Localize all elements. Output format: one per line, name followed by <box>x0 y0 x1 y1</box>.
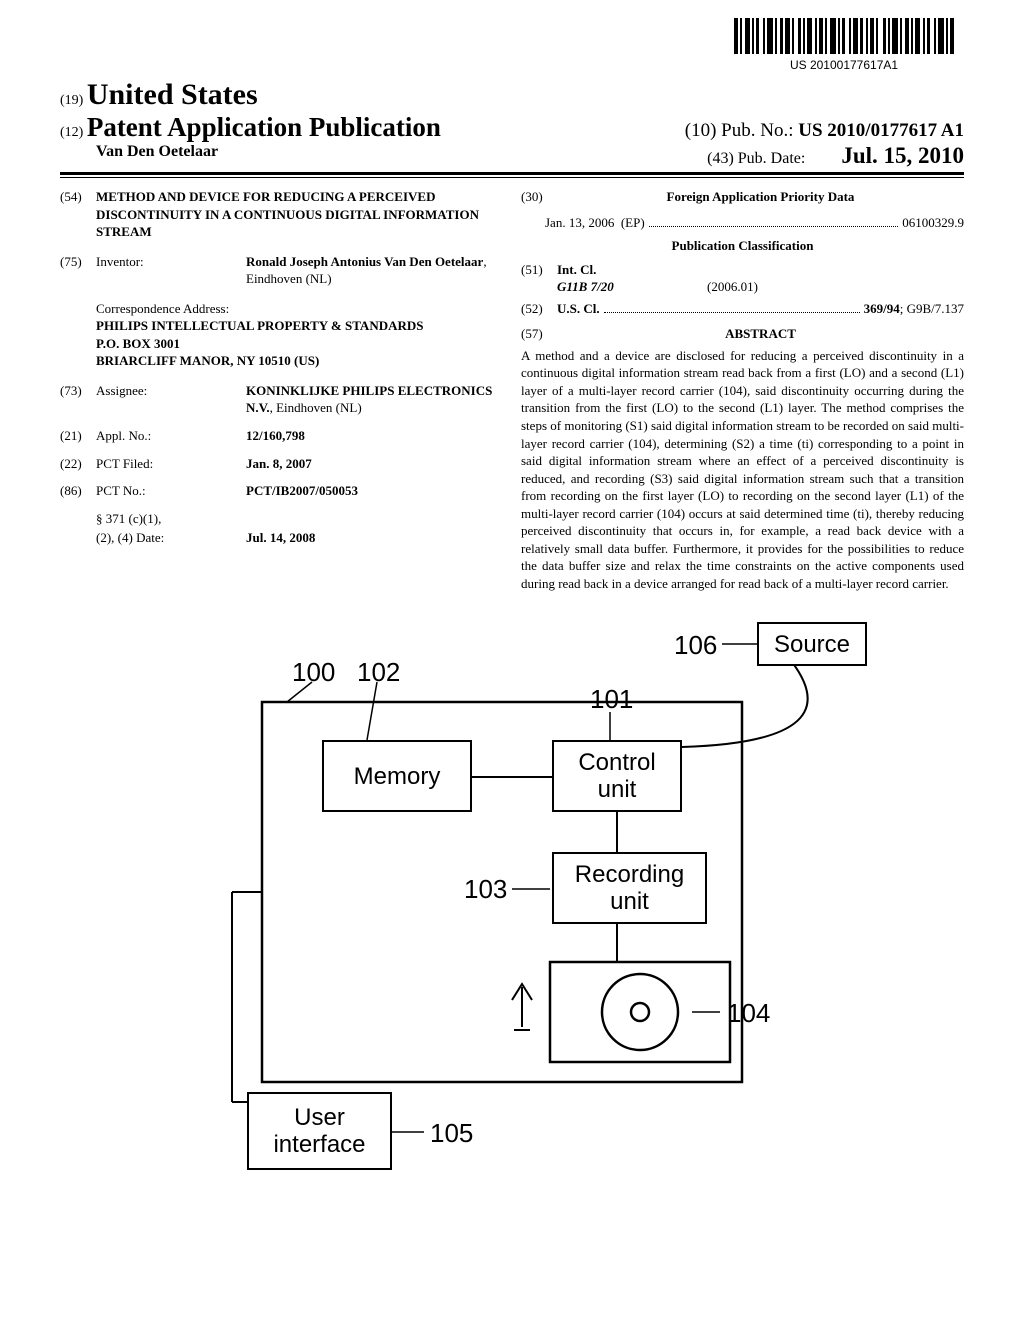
fig-node-control: Control unit <box>552 740 682 812</box>
correspondence-label: Correspondence Address: <box>96 300 503 318</box>
pct-filed-date: Jan. 8, 2007 <box>246 456 312 471</box>
fig-node-ui-label: User interface <box>273 1104 365 1159</box>
fig-node-memory: Memory <box>322 740 472 812</box>
fig-node-memory-label: Memory <box>354 763 441 791</box>
inventor-label: Inventor: <box>96 253 246 288</box>
pub-no: US 2010/0177617 A1 <box>798 120 964 141</box>
pub-no-label: Pub. No.: <box>721 120 793 141</box>
appl-no-label: Appl. No.: <box>96 427 246 445</box>
fig-node-control-label: Control unit <box>578 749 655 804</box>
fig-ref-105: 105 <box>430 1118 473 1149</box>
inid-19: (19) <box>60 93 83 108</box>
int-cl-year: (2006.01) <box>707 278 758 296</box>
s371-label: § 371 (c)(1), <box>96 510 246 528</box>
dot-leader-icon <box>649 215 899 227</box>
country-name: United States <box>87 78 258 111</box>
inid-52: (52) <box>521 300 557 318</box>
fig-ref-100: 100 <box>292 657 335 688</box>
correspondence-block: Correspondence Address: PHILIPS INTELLEC… <box>96 300 503 370</box>
s371-date-label: (2), (4) Date: <box>96 529 246 547</box>
fig-node-ui: User interface <box>247 1092 392 1170</box>
biblio-columns: (54) METHOD AND DEVICE FOR REDUCING A PE… <box>60 188 964 592</box>
barcode-number: US 20100177617A1 <box>734 58 954 72</box>
assignee-label: Assignee: <box>96 382 246 417</box>
int-cl-code: G11B 7/20 <box>557 279 614 294</box>
us-cl-label: U.S. Cl. <box>557 300 600 318</box>
inid-12: (12) <box>60 125 83 140</box>
inid-73: (73) <box>60 382 96 417</box>
dot-leader-icon <box>604 301 860 313</box>
us-cl-rest: ; G9B/7.137 <box>900 300 964 318</box>
figure-1: Source Memory Control unit Recording uni… <box>152 622 872 1182</box>
us-cl-main: 369/94 <box>864 300 900 318</box>
foreign-app-number: 06100329.9 <box>902 214 964 232</box>
barcode-region: US 20100177617A1 <box>734 18 954 72</box>
inid-21: (21) <box>60 427 96 445</box>
inid-51: (51) <box>521 261 557 279</box>
pct-no-label: PCT No.: <box>96 482 246 500</box>
fig-ref-104: 104 <box>727 998 770 1029</box>
fig-node-recording-label: Recording unit <box>575 861 684 916</box>
inid-86: (86) <box>60 482 96 500</box>
fig-ref-102: 102 <box>357 657 400 688</box>
correspondence-line-1: PHILIPS INTELLECTUAL PROPERTY & STANDARD… <box>96 318 424 333</box>
doc-type: Patent Application Publication <box>87 112 441 142</box>
fig-node-source: Source <box>757 622 867 666</box>
divider-thin <box>60 177 964 178</box>
correspondence-line-3: BRIARCLIFF MANOR, NY 10510 (US) <box>96 353 319 368</box>
inid-43: (43) <box>707 150 734 167</box>
pub-classification-head: Publication Classification <box>521 237 964 255</box>
inid-54: (54) <box>60 188 96 241</box>
fig-node-source-label: Source <box>774 631 850 659</box>
inid-22: (22) <box>60 455 96 473</box>
inventor-name: Ronald Joseph Antonius Van Den Oetelaar <box>246 254 483 269</box>
pct-no: PCT/IB2007/050053 <box>246 483 358 498</box>
inid-30: (30) <box>521 188 557 206</box>
inid-57: (57) <box>521 325 557 343</box>
foreign-priority-head: Foreign Application Priority Data <box>667 189 855 204</box>
pct-filed-label: PCT Filed: <box>96 455 246 473</box>
fig-node-recording: Recording unit <box>552 852 707 924</box>
barcode-icon <box>734 18 954 54</box>
abstract-text: A method and a device are disclosed for … <box>521 347 964 593</box>
divider-thick <box>60 172 964 175</box>
author-name: Van Den Oetelaar <box>96 143 218 169</box>
page-header: (19) United States (12) Patent Applicati… <box>60 78 964 169</box>
int-cl-label: Int. Cl. <box>557 262 596 277</box>
abstract-head: ABSTRACT <box>725 326 796 341</box>
right-column: (30) Foreign Application Priority Data J… <box>521 188 964 592</box>
fig-ref-101: 101 <box>590 684 633 715</box>
assignee-location: , Eindhoven (NL) <box>270 400 362 415</box>
left-column: (54) METHOD AND DEVICE FOR REDUCING A PE… <box>60 188 503 592</box>
inid-75: (75) <box>60 253 96 288</box>
pub-date-label: Pub. Date: <box>738 150 806 167</box>
inid-10: (10) <box>685 120 717 141</box>
appl-no: 12/160,798 <box>246 428 305 443</box>
invention-title: METHOD AND DEVICE FOR REDUCING A PERCEIV… <box>96 188 503 241</box>
pub-date: Jul. 15, 2010 <box>841 143 964 168</box>
foreign-country: (EP) <box>621 214 645 232</box>
s371-date: Jul. 14, 2008 <box>246 530 315 545</box>
fig-ref-106: 106 <box>674 630 717 661</box>
correspondence-line-2: P.O. BOX 3001 <box>96 336 180 351</box>
fig-ref-103: 103 <box>464 874 507 905</box>
foreign-date: Jan. 13, 2006 <box>545 214 614 232</box>
